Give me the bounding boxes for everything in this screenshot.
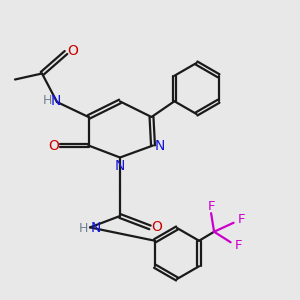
Text: H: H — [79, 221, 88, 235]
Text: N: N — [115, 159, 125, 172]
Text: H: H — [43, 94, 52, 107]
Text: N: N — [50, 94, 61, 107]
Text: F: F — [235, 239, 242, 252]
Text: N: N — [90, 221, 100, 235]
Text: N: N — [154, 139, 165, 152]
Text: O: O — [151, 220, 162, 234]
Text: O: O — [48, 139, 59, 152]
Text: F: F — [207, 200, 215, 213]
Text: O: O — [67, 44, 78, 58]
Text: F: F — [238, 213, 245, 226]
